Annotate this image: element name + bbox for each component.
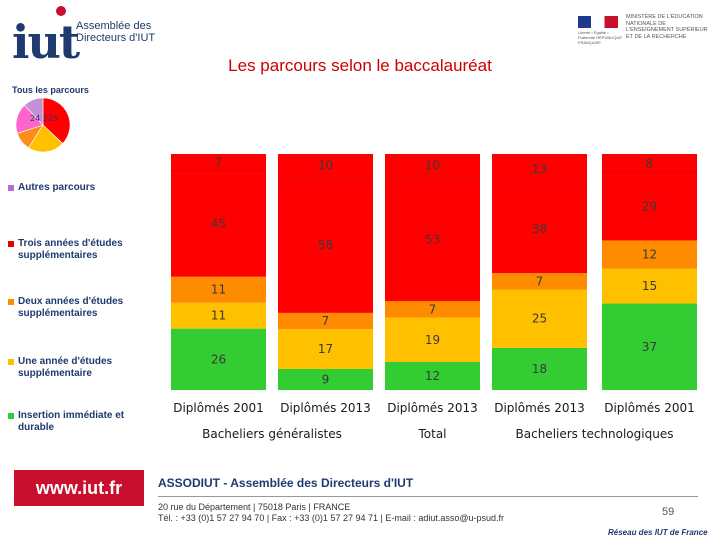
data-label: 19 bbox=[425, 333, 440, 347]
bar-segment bbox=[385, 154, 480, 178]
pie-label: Tous les parcours bbox=[12, 85, 89, 95]
data-label: 7 bbox=[429, 302, 437, 316]
bar-segment bbox=[492, 184, 587, 274]
legend-swatch bbox=[8, 359, 14, 365]
data-label: 8 bbox=[646, 156, 654, 170]
republic-motto: Liberté • Égalité • Fraternité RÉPUBLIQU… bbox=[578, 30, 623, 45]
data-label: 18 bbox=[532, 362, 547, 376]
data-label: 37 bbox=[642, 340, 657, 354]
bar-segment bbox=[602, 154, 697, 173]
data-label: 53 bbox=[425, 232, 440, 246]
bar-segment bbox=[492, 289, 587, 348]
data-label: 12 bbox=[425, 369, 440, 383]
data-label: 25 bbox=[532, 312, 547, 326]
data-label: 45 bbox=[211, 217, 226, 231]
website-link[interactable]: www.iut.fr bbox=[14, 470, 144, 506]
ministry-flag-icon bbox=[578, 16, 618, 28]
bar-segment bbox=[385, 317, 480, 362]
legend-swatch bbox=[8, 241, 14, 247]
data-label: 38 bbox=[532, 222, 547, 236]
data-label: 11 bbox=[211, 309, 226, 323]
data-label: 12 bbox=[642, 247, 657, 261]
group-label: Bacheliers technologiques bbox=[516, 427, 674, 441]
legend-swatch bbox=[8, 185, 14, 191]
legend-label: Deux années d'études supplémentaires bbox=[18, 296, 124, 319]
data-label: 11 bbox=[211, 283, 226, 297]
ministry-name: MINISTÈRE DE L'ÉDUCATION NATIONALE DE L'… bbox=[626, 14, 708, 40]
x-tick-label: Diplômés 2013 bbox=[280, 401, 371, 415]
bar-segment bbox=[278, 312, 373, 330]
logo-dot-icon bbox=[56, 6, 66, 16]
data-label: 7 bbox=[322, 314, 330, 328]
bar-segment bbox=[602, 303, 697, 390]
legend-swatch bbox=[8, 299, 14, 305]
pie-slice bbox=[42, 97, 71, 144]
bar-segment bbox=[171, 154, 266, 171]
data-label: 7 bbox=[536, 274, 544, 288]
legend-label: Insertion immédiate et durable bbox=[18, 410, 125, 433]
group-label: Total bbox=[417, 427, 446, 441]
bar-segment bbox=[278, 177, 373, 313]
pie-slice bbox=[28, 124, 64, 153]
bar-segment bbox=[385, 361, 480, 390]
legend-label: Trois années d'études supplémentaires bbox=[18, 238, 123, 261]
legend-label: Une année d'études supplémentaire bbox=[18, 356, 113, 379]
data-label: 9 bbox=[322, 372, 330, 386]
bar-segment bbox=[171, 328, 266, 390]
bar-segment bbox=[278, 329, 373, 369]
page-number: 59 bbox=[662, 506, 675, 518]
data-label: 17 bbox=[318, 342, 333, 356]
x-tick-label: Diplômés 2013 bbox=[494, 401, 585, 415]
legend-swatch bbox=[8, 413, 14, 419]
footer-contact: Tél. : +33 (0)1 57 27 94 70 | Fax : +33 … bbox=[158, 513, 505, 523]
network-tagline: Réseau des IUT de France bbox=[608, 528, 708, 537]
data-label: 26 bbox=[211, 352, 226, 366]
bar-segment bbox=[492, 273, 587, 290]
bar-segment bbox=[385, 177, 480, 302]
x-tick-label: Diplômés 2013 bbox=[387, 401, 478, 415]
bar-segment bbox=[602, 268, 697, 304]
pie-slice bbox=[24, 97, 44, 126]
pie-values-label: 24 225 bbox=[30, 114, 58, 123]
bar-segment bbox=[171, 170, 266, 277]
logo-caption: Assemblée des Directeurs d'IUT bbox=[76, 20, 156, 44]
x-tick-label: Diplômés 2001 bbox=[173, 401, 264, 415]
data-label: 58 bbox=[318, 238, 333, 252]
bar-segment bbox=[492, 347, 587, 390]
footer-address: 20 rue du Département | 75018 Paris | FR… bbox=[158, 502, 351, 512]
bar-segment bbox=[602, 172, 697, 241]
bar-segment bbox=[171, 302, 266, 329]
data-label: 29 bbox=[642, 200, 657, 214]
data-label: 13 bbox=[532, 162, 547, 176]
bar-segment bbox=[278, 368, 373, 390]
group-label: Bacheliers généralistes bbox=[202, 427, 342, 441]
bar-segment bbox=[492, 154, 587, 185]
data-label: 10 bbox=[318, 159, 333, 173]
bar-segment bbox=[171, 276, 266, 303]
data-label: 15 bbox=[642, 279, 657, 293]
footer-organization: ASSODIUT - Assemblée des Directeurs d'IU… bbox=[158, 476, 414, 490]
data-label: 10 bbox=[425, 159, 440, 173]
data-label: 7 bbox=[215, 155, 223, 169]
bar-segment bbox=[602, 240, 697, 269]
footer-divider bbox=[158, 496, 698, 497]
bar-segment bbox=[385, 301, 480, 318]
legend-label: Autres parcours bbox=[18, 182, 96, 193]
overview-pie-chart: 24 225 bbox=[15, 97, 71, 153]
bar-segment bbox=[278, 154, 373, 178]
iut-logo: iut bbox=[12, 15, 80, 69]
slide-title: Les parcours selon le baccalauréat bbox=[228, 56, 492, 75]
x-tick-label: Diplômés 2001 bbox=[604, 401, 695, 415]
